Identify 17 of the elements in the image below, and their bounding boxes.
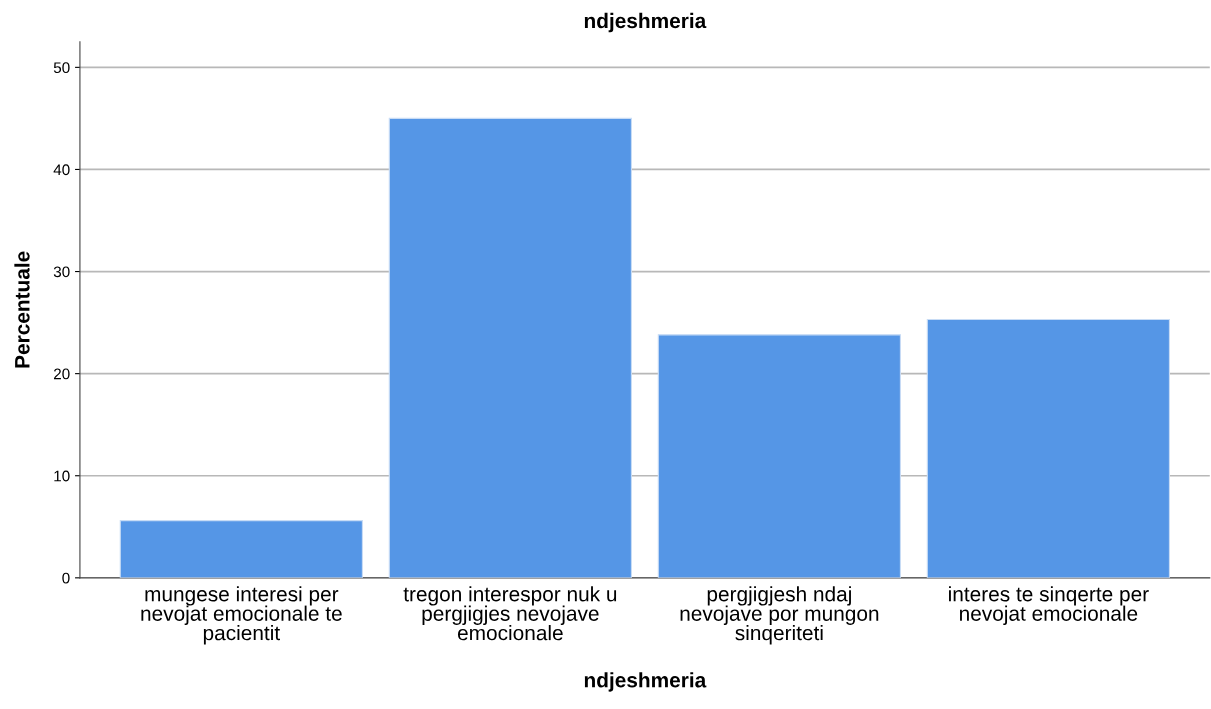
x-tick-label: pergjigjesh ndaj nevojave por mungon sinqeriteti [680,586,879,645]
x-tick-label: tregon interespor nuk u pergjigjes nevojave emocionale [403,586,617,641]
x-tick-label: interes te sinqerte per nevojat emocionale [949,586,1149,626]
bar [388,117,632,578]
bar [926,318,1170,578]
y-tick-label: 30 [53,266,70,278]
y-tick-label: 0 [62,572,70,584]
x-axis-title: ndjeshmeria [584,672,707,692]
chart-title: ndjeshmeria [584,12,707,33]
x-tick-label: mungese interesi per nevojat emocionale te pacientit [141,586,342,645]
y-tick-label: 50 [53,62,70,74]
y-tick-label: 40 [53,164,70,176]
y-tick-label: 20 [53,368,70,380]
y-tick-label: 10 [54,470,70,482]
bar [119,520,363,578]
y-axis-title: Percentuale [14,251,30,368]
bar [657,334,901,578]
